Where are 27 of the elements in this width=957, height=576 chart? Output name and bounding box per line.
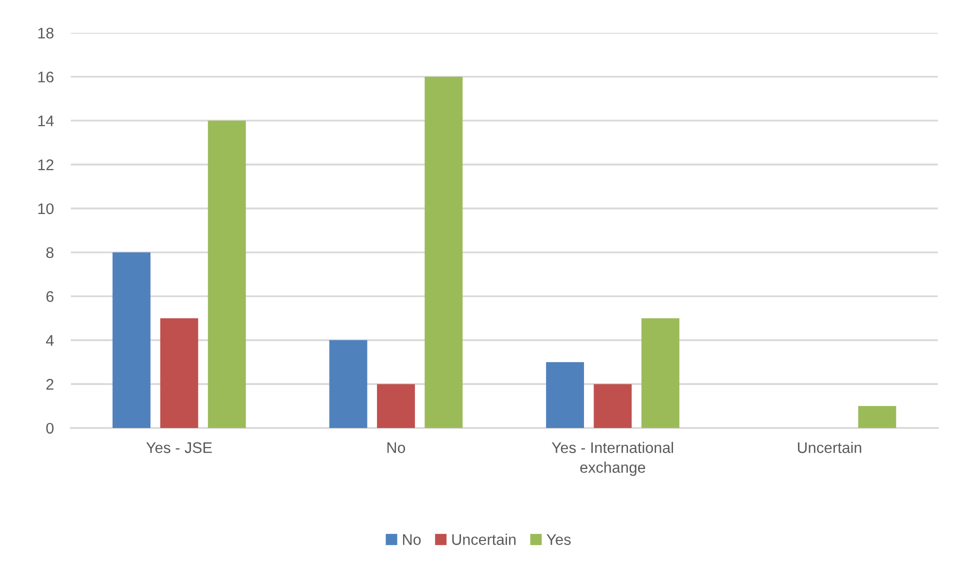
bar [329,340,368,428]
y-tick-label: 8 [46,247,54,258]
bar [594,384,632,428]
y-tick-label: 16 [38,72,54,82]
legend-label: Uncertain [452,534,516,545]
legend-label: Yes [546,534,571,545]
y-tick-label: 6 [46,291,54,302]
x-tick-label: Yes - International exchange [552,442,673,476]
y-tick-label: 18 [38,28,54,39]
bar [160,318,198,428]
y-tick-label: 2 [46,378,54,390]
x-tick-label: No [387,442,406,454]
legend-label: No [403,534,421,545]
bar [424,76,463,428]
bar [546,362,584,428]
bar [208,120,246,428]
bar [858,406,896,428]
x-tick-label: Uncertain [798,442,862,454]
bar [112,252,150,428]
y-tick-label: 4 [46,335,54,346]
y-tick-label: 12 [38,159,54,170]
y-tick-label: 14 [38,116,54,126]
y-tick-label: 10 [38,203,54,214]
bar [376,384,415,428]
y-tick-label: 0 [46,422,54,434]
bar [641,318,680,428]
x-tick-label: Yes - JSE [146,442,212,454]
